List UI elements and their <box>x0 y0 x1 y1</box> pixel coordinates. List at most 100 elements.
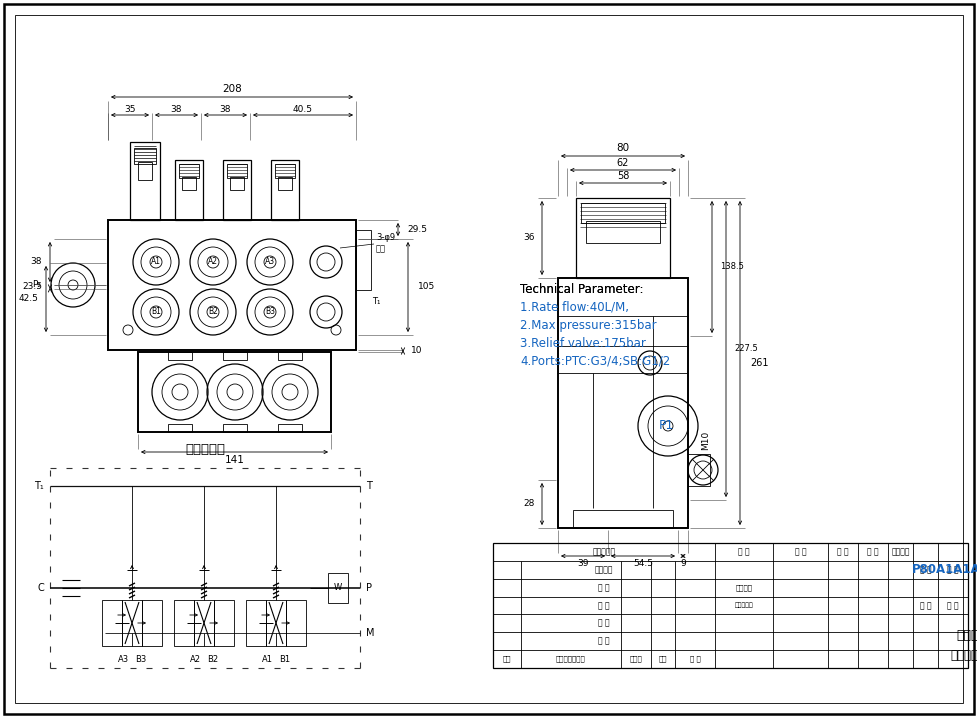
Bar <box>266 600 285 646</box>
Text: 3-φ9: 3-φ9 <box>375 233 395 243</box>
Text: 23.5: 23.5 <box>21 282 42 292</box>
Text: 10: 10 <box>410 347 422 355</box>
Text: 261: 261 <box>749 358 768 368</box>
Text: P1: P1 <box>658 419 673 432</box>
Text: A2: A2 <box>190 656 200 664</box>
Text: 外型尺寸图: 外型尺寸图 <box>950 649 977 662</box>
Text: 描 图: 描 图 <box>598 601 610 610</box>
Text: 227.5: 227.5 <box>734 345 757 353</box>
Bar <box>575 198 669 278</box>
Bar <box>223 160 251 220</box>
Bar <box>271 160 299 220</box>
Text: A1: A1 <box>150 258 161 266</box>
Bar <box>134 148 156 164</box>
Text: 图样标记: 图样标记 <box>890 547 909 556</box>
Text: 3.Relief valve:175bar: 3.Relief valve:175bar <box>520 337 645 350</box>
Text: 40.5: 40.5 <box>293 105 313 113</box>
Text: 校 对: 校 对 <box>867 547 878 556</box>
Text: Technical Parameter:: Technical Parameter: <box>520 283 643 296</box>
Bar <box>327 573 348 603</box>
Text: 工艺检查: 工艺检查 <box>735 584 751 591</box>
Bar <box>558 278 687 528</box>
Text: 设 计: 设 计 <box>738 547 749 556</box>
Bar <box>138 162 151 180</box>
Text: T₁: T₁ <box>371 297 380 307</box>
Bar <box>102 600 122 646</box>
Text: 标准化检查: 标准化检查 <box>592 547 615 556</box>
Text: 39: 39 <box>576 559 588 569</box>
Bar <box>246 600 266 646</box>
Text: 28: 28 <box>523 500 534 508</box>
Text: B3: B3 <box>265 307 275 317</box>
Bar <box>227 164 247 178</box>
Text: 36: 36 <box>523 233 534 243</box>
Bar <box>585 221 659 243</box>
Text: Technical Parameter:: Technical Parameter: <box>520 283 643 296</box>
Bar <box>275 164 295 178</box>
Text: P₂: P₂ <box>32 281 41 289</box>
Bar <box>175 160 203 220</box>
Text: A2: A2 <box>208 258 218 266</box>
Bar <box>580 203 664 223</box>
Text: 38: 38 <box>220 105 231 113</box>
Bar <box>182 177 195 190</box>
Bar <box>174 600 193 646</box>
Text: 液压原理图: 液压原理图 <box>185 444 225 457</box>
Bar <box>356 230 370 290</box>
Text: B3: B3 <box>135 656 147 664</box>
Text: 多路阀: 多路阀 <box>956 630 977 643</box>
Text: P80A1A1A1GKZ1: P80A1A1A1GKZ1 <box>911 564 977 577</box>
Text: 80: 80 <box>616 143 629 153</box>
Text: P: P <box>365 583 371 593</box>
Text: M10: M10 <box>701 430 709 449</box>
Bar <box>285 600 306 646</box>
Bar <box>492 543 967 668</box>
Bar <box>230 177 243 190</box>
Bar <box>277 424 302 432</box>
Text: 58: 58 <box>616 171 628 181</box>
Text: 制 图: 制 图 <box>794 547 805 556</box>
Text: 9: 9 <box>679 559 685 569</box>
Text: W: W <box>333 584 342 592</box>
Text: T: T <box>365 481 371 491</box>
Text: 42.5: 42.5 <box>19 294 38 304</box>
Text: 关 素: 关 素 <box>918 601 930 610</box>
Text: 更改人: 更改人 <box>629 656 642 663</box>
Bar <box>573 510 672 528</box>
Text: 比 例: 比 例 <box>946 565 957 574</box>
Text: 制 图: 制 图 <box>598 619 610 628</box>
Text: A1: A1 <box>261 656 273 664</box>
Text: M: M <box>365 628 374 638</box>
Text: B2: B2 <box>207 656 218 664</box>
Bar <box>179 164 198 178</box>
Text: 62: 62 <box>616 158 628 168</box>
Bar <box>214 600 234 646</box>
Bar <box>122 600 142 646</box>
Bar <box>168 424 191 432</box>
Text: 标准化检查: 标准化检查 <box>734 602 752 608</box>
Text: 208: 208 <box>222 84 241 94</box>
Text: C: C <box>37 583 44 593</box>
Bar <box>138 352 330 432</box>
Text: 141: 141 <box>225 455 244 465</box>
Text: 38: 38 <box>30 258 42 266</box>
Bar <box>193 600 214 646</box>
Text: 54.5: 54.5 <box>632 559 653 569</box>
Text: A3: A3 <box>117 656 128 664</box>
Text: 重 量: 重 量 <box>918 565 930 574</box>
Text: 工艺检查: 工艺检查 <box>594 565 613 574</box>
Text: B1: B1 <box>279 656 290 664</box>
Text: 105: 105 <box>417 282 435 292</box>
Text: 4.Ports:PTC:G3/4;SB:G1/2: 4.Ports:PTC:G3/4;SB:G1/2 <box>520 355 669 368</box>
Bar <box>107 220 356 350</box>
Bar <box>277 352 302 360</box>
Text: 描 图: 描 图 <box>836 547 848 556</box>
Text: B1: B1 <box>150 307 161 317</box>
Text: 2.Max pressure:315bar: 2.Max pressure:315bar <box>520 319 656 332</box>
Bar <box>277 177 292 190</box>
Text: 审 批: 审 批 <box>689 656 700 663</box>
Bar <box>142 600 162 646</box>
Text: 38: 38 <box>171 105 182 113</box>
Text: A3: A3 <box>265 258 275 266</box>
Text: T₁: T₁ <box>34 481 44 491</box>
